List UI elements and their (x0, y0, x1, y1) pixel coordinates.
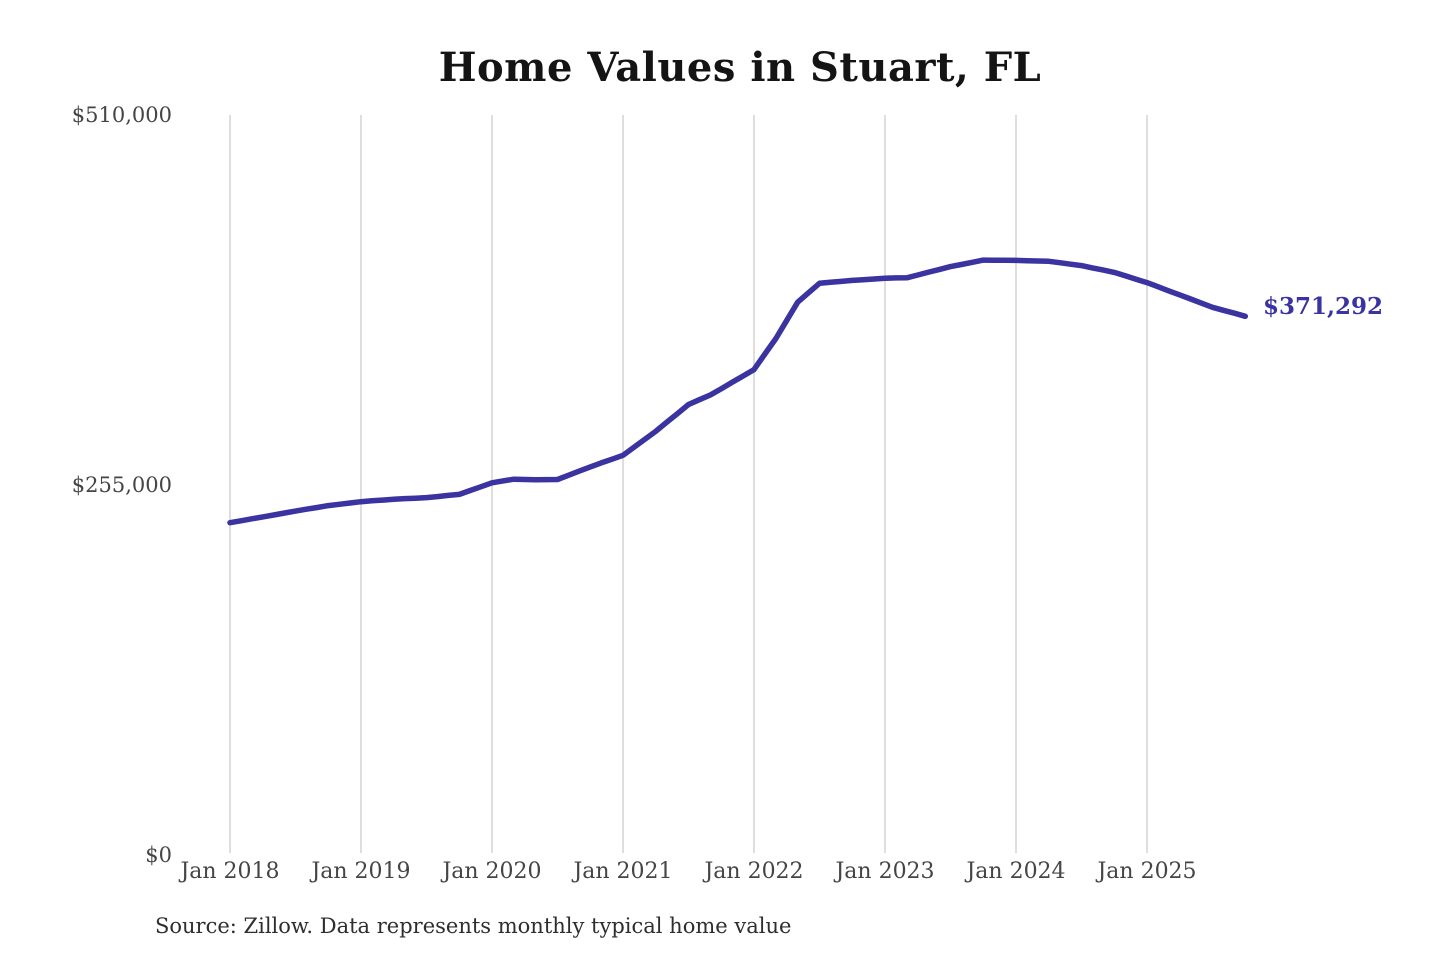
x-tick-label: Jan 2019 (311, 859, 411, 884)
y-tick-label: $510,000 (71, 103, 172, 127)
x-tick-label: Jan 2020 (442, 859, 542, 884)
chart-title: Home Values in Stuart, FL (438, 44, 1042, 91)
x-tick-label: Jan 2024 (966, 859, 1066, 884)
x-tick-label: Jan 2021 (573, 859, 673, 884)
y-tick-label: $0 (145, 843, 172, 867)
x-tick-label: Jan 2018 (180, 859, 280, 884)
y-tick-label: $255,000 (71, 473, 172, 497)
source-attribution: Source: Zillow. Data represents monthly … (155, 914, 792, 938)
x-tick-label: Jan 2022 (704, 859, 804, 884)
x-tick-label: Jan 2023 (835, 859, 935, 884)
x-tick-label: Jan 2025 (1097, 859, 1197, 884)
home-value-line (227, 257, 1249, 526)
latest-value-label: $371,292 (1263, 293, 1384, 320)
